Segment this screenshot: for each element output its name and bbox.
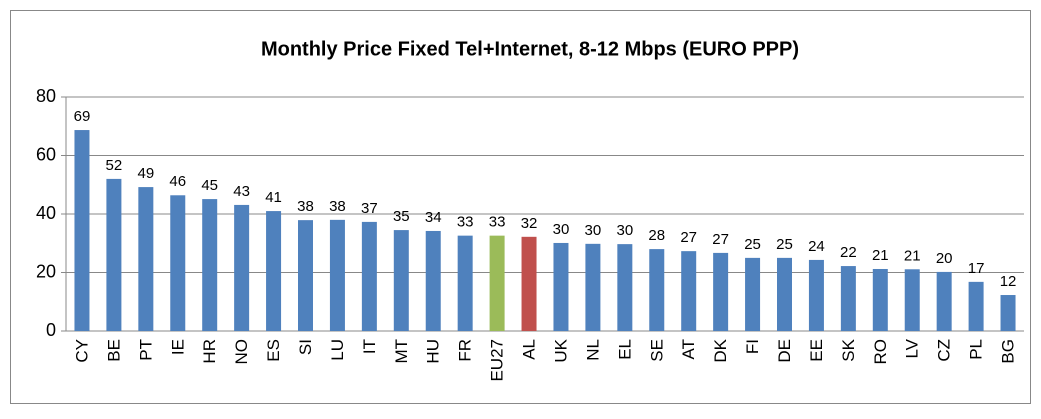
value-label: 21 (872, 247, 889, 264)
value-label: 33 (489, 214, 506, 231)
bar (457, 235, 473, 331)
x-tick-label: RO (871, 339, 890, 365)
bar (170, 195, 186, 331)
value-label: 30 (585, 222, 602, 239)
value-label: 38 (297, 198, 314, 215)
x-tick-label: EU27 (488, 339, 507, 382)
x-tick-label: EE (807, 339, 826, 362)
x-tick-label: AL (520, 339, 539, 360)
x-tick-label: HR (200, 339, 219, 364)
bar (74, 130, 90, 331)
x-tick-label: ES (264, 339, 283, 362)
value-label: 52 (106, 157, 123, 174)
bar (777, 257, 792, 331)
x-tick-label: BG (999, 339, 1018, 364)
value-label: 69 (74, 108, 91, 125)
x-tick-label: BE (104, 339, 123, 362)
x-tick-label: NL (583, 339, 602, 361)
value-label: 30 (616, 222, 633, 239)
bar (936, 271, 952, 331)
x-tick-label: DK (711, 338, 730, 362)
x-tick-label: SE (647, 339, 666, 362)
bar (585, 243, 601, 331)
x-tick-label: SI (296, 339, 315, 355)
value-label: 33 (457, 214, 474, 231)
bar (298, 220, 313, 331)
bar (553, 242, 569, 331)
value-label: 35 (393, 208, 410, 225)
value-label: 25 (744, 236, 761, 253)
value-label: 28 (648, 227, 665, 244)
value-label: 43 (233, 183, 250, 200)
bar (681, 251, 697, 331)
x-tick-label: CZ (935, 339, 954, 362)
value-label: 46 (169, 173, 186, 190)
value-label: 32 (521, 215, 538, 232)
value-label: 49 (137, 165, 154, 182)
value-label: 27 (680, 229, 697, 246)
bar (329, 219, 345, 331)
x-tick-label: AT (679, 339, 698, 359)
value-label: 34 (425, 209, 442, 226)
x-tick-label: MT (392, 339, 411, 364)
value-label: 21 (904, 247, 921, 264)
bar (713, 252, 729, 331)
bar (617, 244, 633, 331)
bar (361, 221, 377, 331)
value-label: 37 (361, 200, 378, 217)
bar (202, 199, 218, 331)
value-label: 45 (201, 177, 218, 194)
bar (745, 257, 761, 331)
x-tick-label: FR (456, 339, 475, 362)
x-tick-label: UK (551, 338, 570, 362)
x-tick-label: FI (743, 339, 762, 354)
bar (138, 187, 154, 331)
value-label: 30 (553, 221, 570, 238)
bar (808, 259, 824, 331)
value-label: 22 (840, 244, 857, 261)
bar (968, 281, 984, 331)
x-tick-label: HU (424, 339, 443, 364)
bar (649, 249, 665, 331)
y-tick-label: 80 (36, 86, 56, 106)
value-label: 12 (1000, 273, 1017, 290)
bar (904, 269, 920, 331)
bar (425, 230, 441, 331)
bar (521, 236, 537, 331)
x-tick-label: NO (232, 339, 251, 365)
value-label: 20 (936, 250, 953, 267)
value-label: 24 (808, 238, 825, 255)
bar (393, 230, 409, 331)
x-tick-label: LV (903, 338, 922, 358)
x-tick-label: CY (72, 339, 91, 363)
y-tick-label: 60 (36, 144, 56, 164)
bar (489, 235, 505, 331)
value-label: 25 (776, 236, 793, 253)
bar (234, 204, 250, 331)
y-tick-label: 20 (36, 261, 56, 281)
value-label: 41 (265, 189, 282, 206)
y-tick-label: 0 (46, 320, 56, 340)
bar (266, 211, 282, 331)
x-tick-label: PL (967, 339, 986, 360)
value-label: 27 (712, 231, 729, 248)
x-tick-label: IT (360, 339, 379, 354)
x-tick-label: SK (839, 338, 858, 361)
bar (106, 178, 122, 331)
x-tick-label: PT (136, 339, 155, 361)
value-label: 17 (968, 260, 985, 277)
value-label: 38 (329, 198, 346, 215)
x-tick-label: EL (615, 339, 634, 360)
chart-title: Monthly Price Fixed Tel+Internet, 8-12 M… (261, 38, 799, 60)
bar (1000, 295, 1016, 331)
y-tick-label: 40 (36, 203, 56, 223)
x-tick-label: IE (168, 339, 187, 355)
bar (872, 268, 888, 331)
bar (840, 266, 856, 331)
x-tick-label: DE (775, 339, 794, 363)
x-tick-label: LU (328, 339, 347, 361)
